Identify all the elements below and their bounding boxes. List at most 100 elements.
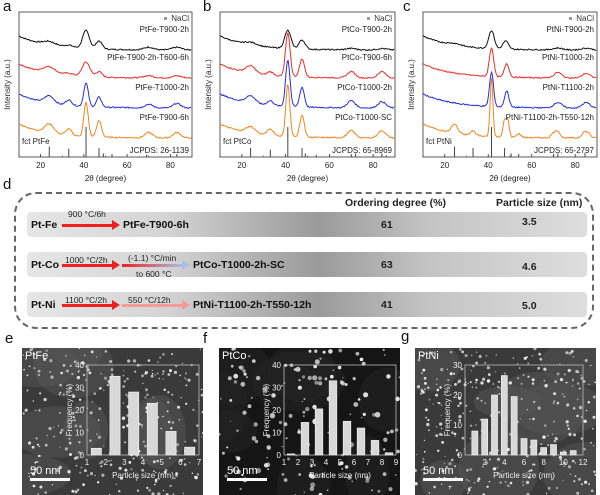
x-tick-label: 2 [296, 458, 301, 467]
nanoparticle [562, 479, 564, 481]
histogram-bar [128, 391, 140, 456]
nanoparticle [533, 400, 536, 404]
y-axis-label: Intensity (a.u.) [204, 59, 213, 110]
y-tick-label: 10 [75, 429, 84, 438]
series-line-PtCo-T900-6h [219, 32, 395, 80]
nanoparticle [504, 481, 507, 483]
series-line-PtCo-T900-2h [219, 29, 395, 51]
nanoparticle [576, 491, 580, 495]
nanoparticle [37, 373, 41, 377]
nanoparticle [458, 419, 462, 422]
nanoparticle [221, 451, 225, 455]
nanoparticle [496, 471, 500, 475]
x-tick-label: 7 [366, 458, 371, 467]
nanoparticle [531, 382, 535, 385]
step2-condition: 550 °C/12h [128, 295, 171, 305]
nanoparticle [53, 426, 55, 428]
nanoparticle [568, 432, 572, 436]
x-tick-label: 4 [141, 458, 146, 467]
nanoparticle [305, 406, 310, 412]
tem-texture [22, 348, 81, 388]
nanoparticle [64, 447, 68, 451]
nanoparticle [519, 367, 521, 369]
series-line-PtNi-T1100-2h [422, 70, 597, 109]
nanoparticle [340, 381, 345, 386]
step1-condition: 1000 °C/2h [65, 255, 108, 265]
histogram-frame [283, 364, 397, 456]
nanoparticle [457, 404, 460, 408]
nanoparticle [520, 397, 523, 401]
series-line-PtFe-T900-2h [18, 29, 192, 51]
nanoparticle [184, 378, 187, 380]
nanoparticle [386, 374, 391, 379]
nanoparticle [266, 434, 271, 438]
nanoparticle [32, 484, 36, 488]
y-tick-label: 10 [272, 429, 281, 438]
histogram-bar [146, 402, 158, 456]
nanoparticle [266, 445, 271, 450]
nanoparticle [593, 470, 596, 473]
nanoparticle [344, 465, 349, 469]
nanoparticle [38, 445, 41, 448]
nanoparticle [361, 417, 363, 419]
nanoparticle [124, 441, 127, 444]
nanoparticle [558, 455, 562, 460]
nanoparticle [455, 391, 457, 393]
x-tick-label: 20 [440, 161, 449, 170]
nanoparticle [298, 428, 300, 431]
nanoparticle [543, 367, 547, 371]
nanoparticle [321, 473, 325, 476]
table-row-ptfe [27, 212, 587, 237]
nanoparticle [36, 460, 39, 463]
arrow-icon [122, 260, 190, 270]
nanoparticle [438, 402, 441, 405]
nanoparticle [482, 377, 486, 381]
xrd-chart-b: 20 40 60 80 2θ (degree) Intensity (a.u.) NaCl f… [204, 11, 396, 183]
nanoparticle [469, 468, 473, 471]
nanoparticle [158, 377, 161, 380]
nanoparticle [35, 437, 38, 440]
nanoparticle [508, 381, 512, 385]
nanoparticle [450, 458, 454, 462]
x-axis-label: Particle size (nm) [493, 471, 555, 480]
nanoparticle [425, 416, 428, 419]
nanoparticle [470, 370, 472, 372]
x-tick-label: 40 [484, 161, 493, 170]
nanoparticle [182, 492, 184, 494]
nanoparticle [567, 368, 571, 373]
nanoparticle [120, 477, 123, 480]
nanoparticle [59, 391, 62, 394]
nanoparticle [522, 481, 524, 483]
nanoparticle [224, 474, 228, 478]
nanoparticle [60, 428, 64, 432]
panel-label-f: f [203, 330, 208, 347]
nanoparticle [29, 348, 33, 352]
nanoparticle [328, 349, 333, 354]
nanoparticle [90, 350, 94, 354]
nanoparticle [578, 477, 581, 481]
nanoparticle [279, 430, 282, 433]
nanoparticle [242, 369, 246, 373]
nanoparticle [517, 377, 520, 380]
nanoparticle [551, 433, 554, 435]
nanoparticle [72, 416, 75, 419]
nanoparticle [89, 439, 92, 442]
nanoparticle [183, 463, 187, 466]
nanoparticle [449, 372, 453, 376]
nanoparticle [232, 348, 237, 351]
nanoparticle [125, 393, 128, 396]
nanoparticle [37, 454, 41, 458]
nanoparticle [71, 489, 75, 493]
legend-nacl: NaCl [171, 14, 189, 23]
series-label: PtNi-T1100-2h-T550-12h [506, 113, 594, 122]
reference-label: fct PtNi [426, 137, 452, 146]
nanoparticle [439, 386, 442, 389]
series-line-PtNi-T1100-2h-T550-12h [422, 77, 597, 139]
nanoparticle [440, 367, 444, 372]
nanoparticle [476, 479, 480, 483]
tem-label: PtCo [222, 350, 247, 362]
nanoparticle [388, 487, 393, 492]
nanoparticle [330, 374, 334, 379]
nanoparticle [478, 354, 482, 359]
nanoparticle [554, 437, 558, 441]
